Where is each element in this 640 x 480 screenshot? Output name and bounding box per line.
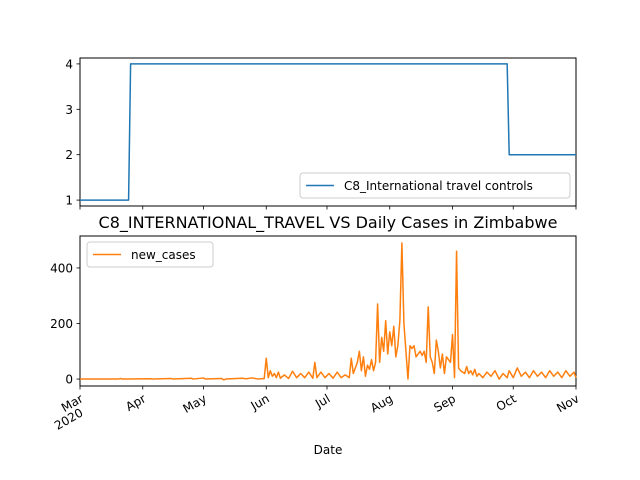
bottom-legend-box bbox=[86, 241, 214, 268]
y-tick-label: 2 bbox=[65, 148, 73, 162]
top-legend-box bbox=[299, 172, 571, 199]
top-legend-label: C8_International travel controls bbox=[344, 179, 533, 193]
top-legend: C8_International travel controls bbox=[299, 172, 571, 199]
x-tick-label: Jul bbox=[312, 391, 332, 411]
bottom-subplot: C8_INTERNATIONAL_TRAVEL VS Daily Cases i… bbox=[50, 213, 581, 457]
x-tick-label: Aug bbox=[368, 391, 395, 415]
bottom-chart-title: C8_INTERNATIONAL_TRAVEL VS Daily Cases i… bbox=[99, 213, 558, 233]
y-tick-label: 200 bbox=[50, 317, 73, 331]
bottom-legend-label: new_cases bbox=[131, 248, 196, 262]
y-tick-label: 0 bbox=[65, 373, 73, 387]
top-subplot: 1 2 3 4 C8_International travel controls bbox=[65, 57, 577, 210]
series-line-new-cases bbox=[80, 242, 577, 381]
y-tick-label: 3 bbox=[65, 103, 73, 117]
series-line-travel-controls bbox=[80, 63, 576, 201]
x-tick-label: Jun bbox=[248, 391, 272, 413]
top-series bbox=[80, 63, 576, 201]
x-tick-label: Apr bbox=[123, 391, 148, 414]
bottom-plot-frame bbox=[79, 235, 577, 387]
bottom-y-axis: 0 200 400 bbox=[50, 261, 80, 387]
top-plot-frame bbox=[79, 57, 577, 207]
bottom-series bbox=[80, 242, 577, 381]
x-tick-label: May bbox=[181, 391, 209, 416]
bottom-legend: new_cases bbox=[86, 241, 214, 268]
top-y-axis: 1 2 3 4 bbox=[65, 57, 80, 208]
x-axis-label: Date bbox=[314, 443, 343, 457]
x-tick-label: Sep bbox=[431, 391, 458, 414]
top-x-axis-ticks bbox=[79, 206, 577, 210]
y-tick-label: 400 bbox=[50, 261, 73, 275]
y-tick-label: 1 bbox=[65, 194, 73, 208]
x-tick-label: Oct bbox=[494, 391, 519, 414]
y-tick-label: 4 bbox=[65, 57, 73, 71]
x-tick-label: Nov bbox=[554, 391, 581, 415]
